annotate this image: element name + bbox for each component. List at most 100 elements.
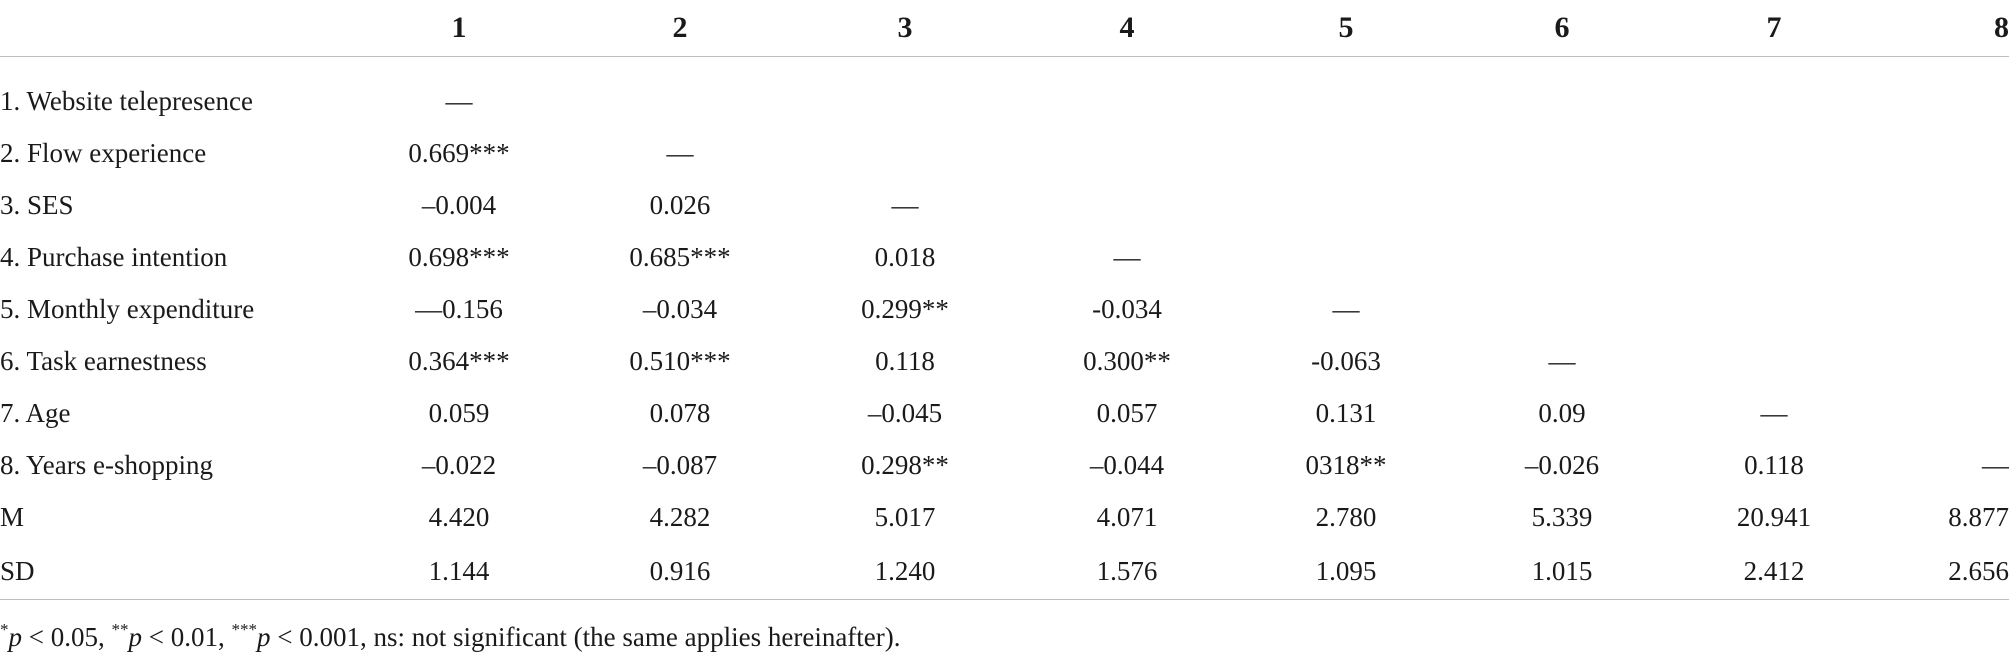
table-cell: –0.034 (642, 293, 718, 324)
table-cell (1880, 127, 2009, 179)
column-header-8: 8 (1880, 0, 2009, 57)
table-cell: — (1332, 293, 1360, 324)
table-cell: 0.669*** (408, 137, 510, 168)
table-cell (1668, 127, 1880, 179)
table-cell: 2.412 (1668, 543, 1880, 600)
column-header-4: 4 (1018, 0, 1236, 57)
table-cell: 0.364*** (408, 345, 510, 376)
table-cell: 0.698*** (408, 241, 510, 272)
footnote-star-3: *** (231, 620, 257, 639)
table-cell: 1.144 (350, 543, 568, 600)
row-label: 2. Flow experience (0, 137, 207, 168)
correlation-table: 1 2 3 4 5 6 7 8 1. Website telepresence … (0, 0, 2009, 600)
footnote-text-1: < 0.05, (22, 622, 112, 652)
row-label: M (0, 501, 25, 532)
table-cell (1456, 57, 1668, 128)
row-label: 7. Age (0, 397, 71, 428)
table-cell (792, 127, 1018, 179)
table-cell: 0.057 (1096, 397, 1158, 428)
table-cell: 4.071 (1096, 501, 1158, 532)
table-cell: — (666, 137, 694, 168)
row-label: 6. Task earnestness (0, 345, 207, 376)
table-cell (1456, 283, 1668, 335)
table-cell: –0.026 (1524, 449, 1600, 480)
table-cell: 0.510*** (629, 345, 731, 376)
table-cell: — (1548, 345, 1576, 376)
header-row: 1 2 3 4 5 6 7 8 (0, 0, 2009, 57)
table-row: 1. Website telepresence — (0, 57, 2009, 128)
table-cell: 0.118 (875, 345, 935, 376)
table-cell: — (1760, 397, 1788, 428)
footnote-star-1: * (0, 620, 9, 639)
row-label: 3. SES (0, 189, 74, 220)
table-cell: — (891, 189, 919, 220)
table-cell (1236, 57, 1456, 128)
table-cell (1456, 179, 1668, 231)
table-cell: 0.298** (861, 449, 949, 480)
table-cell: –0.022 (421, 449, 497, 480)
table-cell: -0.063 (1311, 345, 1381, 376)
table-cell (1456, 127, 1668, 179)
table-cell (1668, 283, 1880, 335)
table-cell (1018, 127, 1236, 179)
row-label: 8. Years e-shopping (0, 449, 213, 480)
table-row: 3. SES –0.004 0.026 — (0, 179, 2009, 231)
footnote-p-1: p (8, 622, 23, 652)
table-cell: — (445, 85, 473, 116)
footnote-star-2: ** (111, 620, 129, 639)
row-label: SD (0, 543, 350, 600)
table-cell (1668, 335, 1880, 387)
footnote-p-3: p (256, 622, 271, 652)
column-header-6: 6 (1456, 0, 1668, 57)
table-cell (1880, 231, 2009, 283)
table-cell (1456, 231, 1668, 283)
column-header-7: 7 (1668, 0, 1880, 57)
row-label: 5. Monthly expenditure (0, 293, 255, 324)
table-cell: 0.026 (649, 189, 711, 220)
footnote-text-3: < 0.001, ns: not significant (the same a… (270, 622, 901, 652)
table-cell: 0.300** (1083, 345, 1171, 376)
table-cell (568, 57, 792, 128)
table-cell (1880, 335, 2009, 387)
table-cell: 5.017 (874, 501, 936, 532)
table-row: 6. Task earnestness 0.364*** 0.510*** 0.… (0, 335, 2009, 387)
table-cell: 8.877 (1948, 501, 2009, 532)
table-cell (1668, 57, 1880, 128)
table-cell: 0.078 (649, 397, 711, 428)
table-cell: 4.420 (428, 501, 490, 532)
table-cell (1668, 231, 1880, 283)
footnote-p-2: p (128, 622, 142, 652)
table-cell: 1.095 (1236, 543, 1456, 600)
table-cell: 1.015 (1456, 543, 1668, 600)
table-cell (1018, 57, 1236, 128)
column-header-3: 3 (792, 0, 1018, 57)
footnote-text-2: < 0.01, (141, 622, 232, 652)
table-cell (1880, 179, 2009, 231)
table-cell (792, 57, 1018, 128)
table-cell: –0.045 (867, 397, 943, 428)
table-cell: 0.059 (428, 397, 490, 428)
correlation-table-container: 1 2 3 4 5 6 7 8 1. Website telepresence … (0, 0, 2009, 600)
table-row: 2. Flow experience 0.669*** — (0, 127, 2009, 179)
table-row: 5. Monthly expenditure —0.156 –0.034 0.2… (0, 283, 2009, 335)
table-cell: 0.685*** (629, 241, 731, 272)
table-cell (1880, 57, 2009, 128)
table-cell (1018, 179, 1236, 231)
table-cell (1880, 387, 2009, 439)
table-cell: 0.118 (1744, 449, 1804, 480)
table-cell: 1.240 (792, 543, 1018, 600)
table-footnote: *p < 0.05, **p < 0.01, ***p < 0.001, ns:… (0, 620, 901, 652)
table-cell: —0.156 (415, 293, 503, 324)
table-cell: 0.018 (874, 241, 936, 272)
table-cell (1236, 179, 1456, 231)
table-cell (1668, 179, 1880, 231)
table-cell: –0.087 (642, 449, 718, 480)
column-header-2: 2 (568, 0, 792, 57)
table-cell: — (1982, 449, 2009, 480)
table-cell (1236, 127, 1456, 179)
table-row: 7. Age 0.059 0.078 –0.045 0.057 0.131 0.… (0, 387, 2009, 439)
table-cell: -0.034 (1092, 293, 1162, 324)
table-cell: 0.916 (568, 543, 792, 600)
table-cell: — (1113, 241, 1141, 272)
table-cell: 1.576 (1018, 543, 1236, 600)
